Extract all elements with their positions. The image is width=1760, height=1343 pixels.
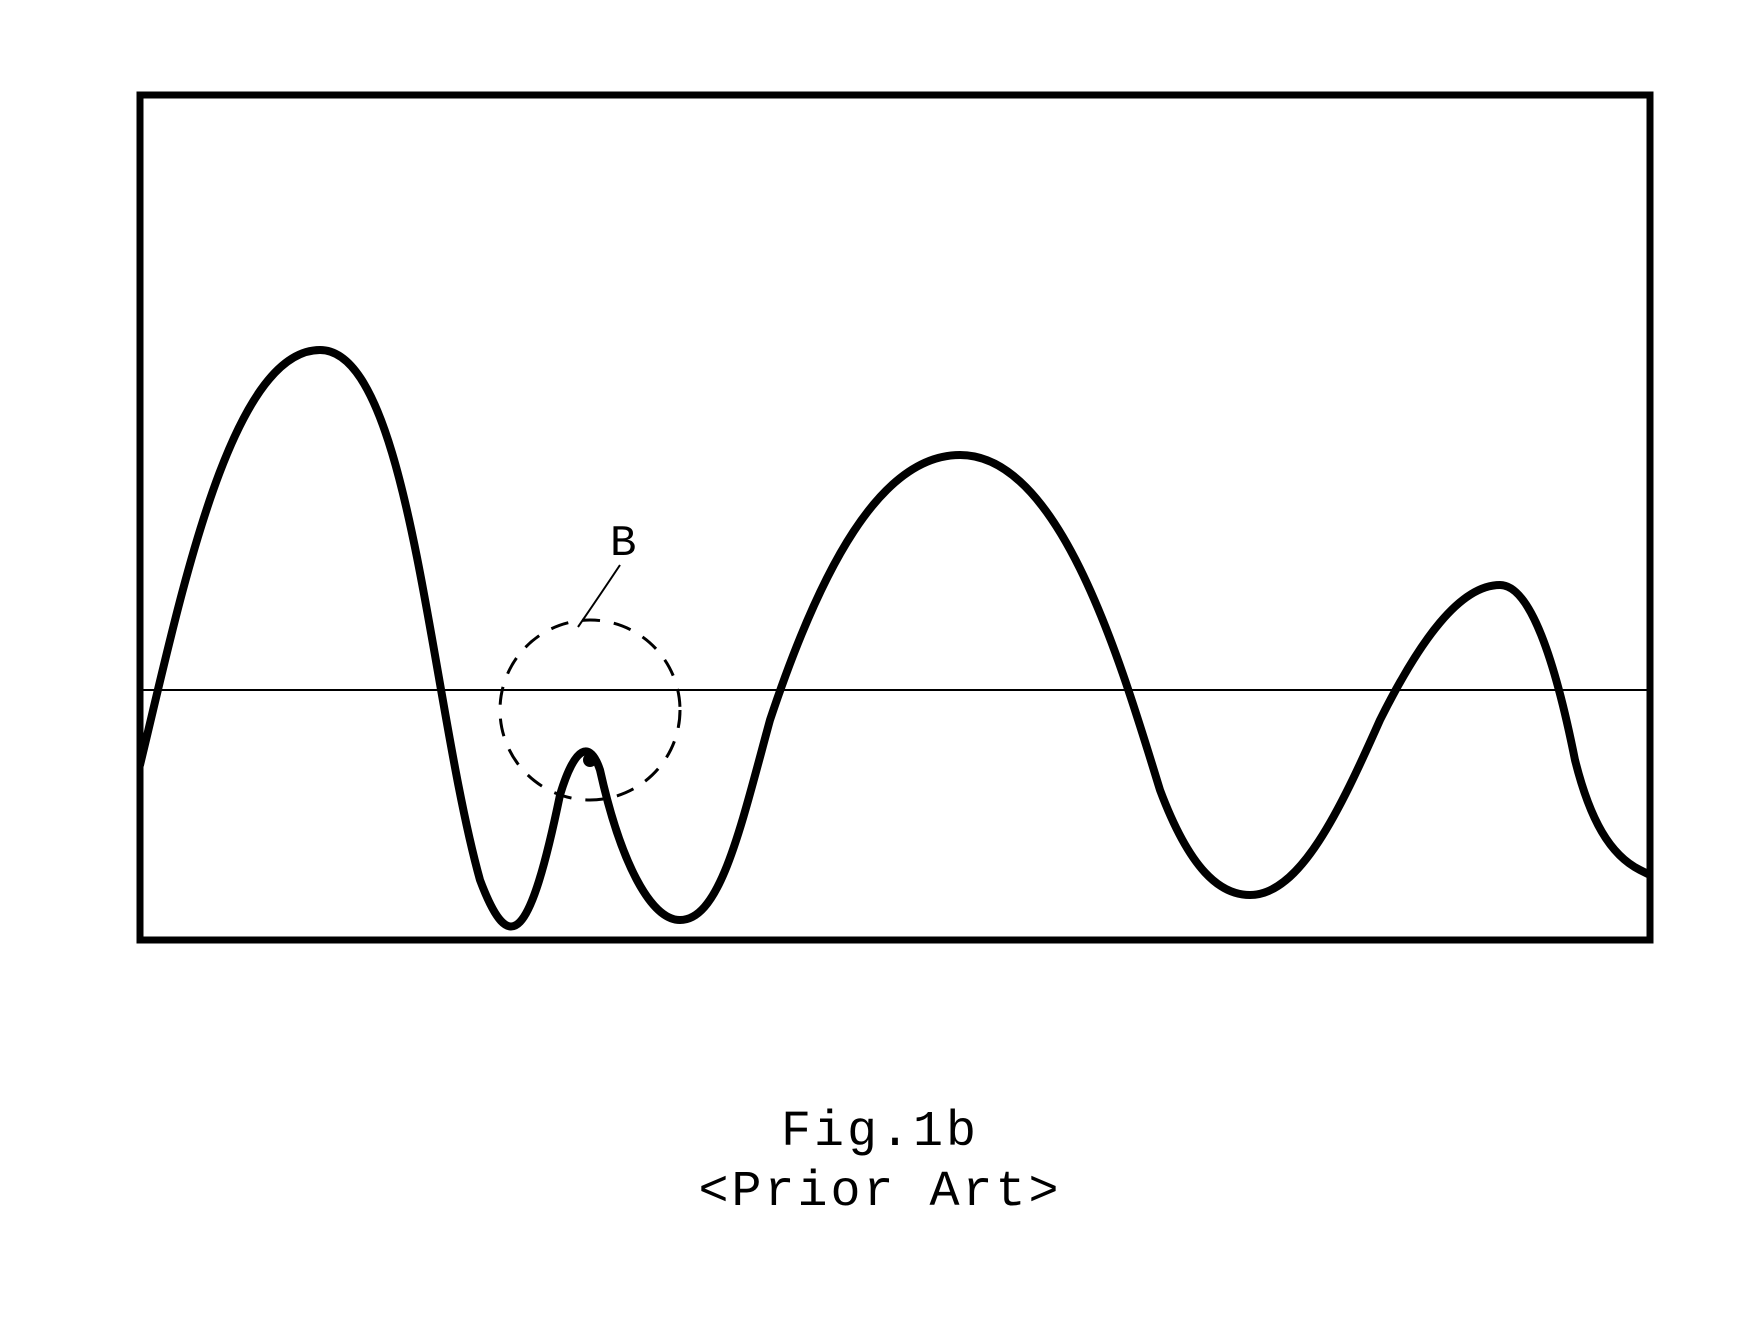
highlight-label: B — [610, 519, 636, 569]
label-leader — [578, 565, 620, 627]
waveform-curve — [140, 350, 1650, 927]
figure-caption-line1: Fig.1b — [781, 1104, 979, 1161]
highlight-circle — [500, 620, 680, 800]
highlight-point — [583, 753, 597, 767]
waveform-diagram: B Fig.1b <Prior Art> — [0, 0, 1760, 1343]
figure-container: B Fig.1b <Prior Art> — [0, 0, 1760, 1343]
plot-frame — [140, 95, 1650, 940]
figure-caption-line2: <Prior Art> — [698, 1164, 1061, 1221]
